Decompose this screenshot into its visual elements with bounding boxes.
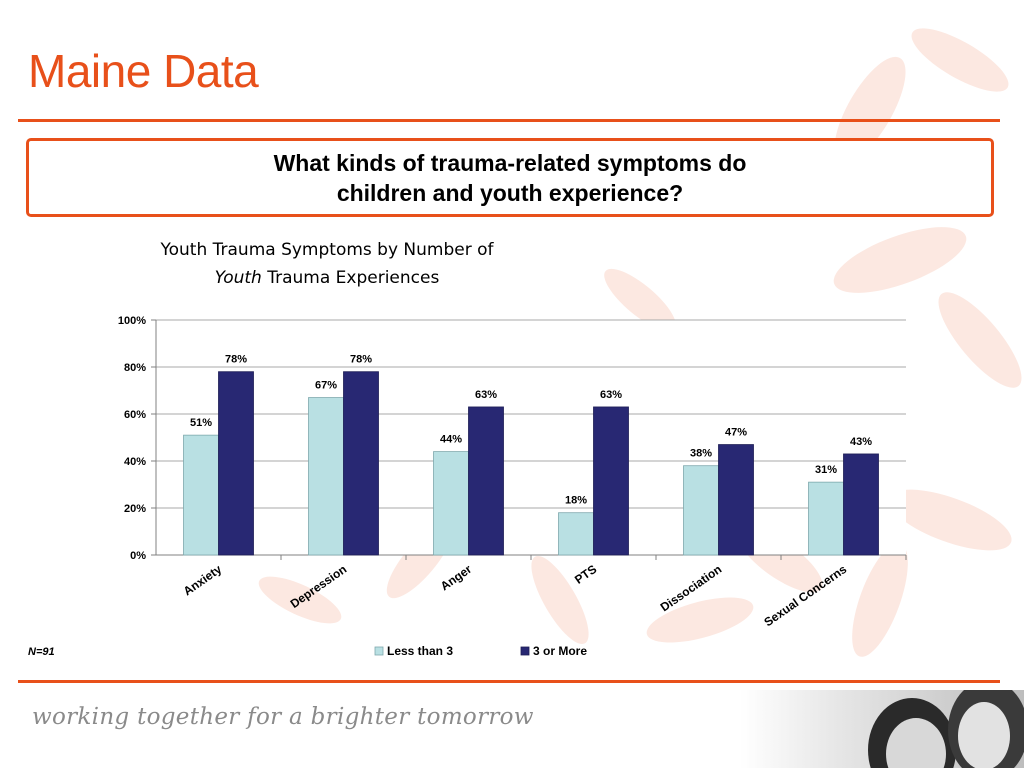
bottom-divider xyxy=(18,680,1000,683)
data-label: 63% xyxy=(475,389,497,401)
tagline: working together for a brighter tomorrow xyxy=(32,704,534,730)
data-label: 67% xyxy=(315,380,337,392)
data-label: 51% xyxy=(190,417,212,429)
bar xyxy=(218,371,254,556)
data-label: 78% xyxy=(350,354,372,366)
data-label: 44% xyxy=(440,434,462,446)
chart-title-italic-word: Youth xyxy=(214,268,262,288)
plot-area xyxy=(156,320,906,555)
bar xyxy=(593,406,629,556)
data-label: 47% xyxy=(725,427,747,439)
sample-size-label: N=91 xyxy=(28,646,55,658)
legend-label: Less than 3 xyxy=(387,644,453,658)
bar xyxy=(843,453,879,556)
chart-title-line-2: Youth Trauma Experiences xyxy=(127,264,527,292)
x-tick-label: Anxiety xyxy=(181,562,225,599)
legend-swatch xyxy=(520,646,530,656)
x-tick-label: Dissociation xyxy=(658,562,724,614)
y-tick-label: 20% xyxy=(124,503,146,515)
bar xyxy=(468,406,504,556)
data-label: 43% xyxy=(850,436,872,448)
y-tick-label: 80% xyxy=(124,362,146,374)
chart-title-rest: Trauma Experiences xyxy=(261,268,440,288)
data-label: 38% xyxy=(690,448,712,460)
x-tick-label: Anger xyxy=(438,562,475,594)
children-photo xyxy=(740,690,1024,768)
x-tick-label: Sexual Concerns xyxy=(761,562,849,630)
slide-title: Maine Data xyxy=(28,45,259,97)
data-label: 31% xyxy=(815,464,837,476)
bar xyxy=(808,481,844,556)
chart-title: Youth Trauma Symptoms by Number of Youth… xyxy=(127,236,527,292)
question-line-2: children and youth experience? xyxy=(336,179,684,206)
y-tick-label: 60% xyxy=(124,409,146,421)
data-label: 18% xyxy=(565,495,587,507)
bar xyxy=(183,434,219,556)
question-box: What kinds of trauma-related symptoms do… xyxy=(26,138,994,217)
x-tick-label: Depression xyxy=(288,562,350,611)
y-tick-label: 100% xyxy=(118,315,146,327)
y-tick-label: 0% xyxy=(130,550,146,562)
top-divider xyxy=(18,119,1000,122)
data-label: 78% xyxy=(225,354,247,366)
bar xyxy=(308,397,344,556)
data-label: 63% xyxy=(600,389,622,401)
x-tick-label: PTS xyxy=(572,562,599,587)
bar xyxy=(558,512,594,556)
bar xyxy=(718,444,754,556)
bar xyxy=(433,451,469,556)
legend-swatch xyxy=(374,646,384,656)
question-line-1: What kinds of trauma-related symptoms do xyxy=(273,149,747,176)
bar xyxy=(683,465,719,556)
bar xyxy=(343,371,379,556)
legend-label: 3 or More xyxy=(533,644,587,658)
chart-title-line-1: Youth Trauma Symptoms by Number of xyxy=(160,240,494,260)
y-tick-label: 40% xyxy=(124,456,146,468)
